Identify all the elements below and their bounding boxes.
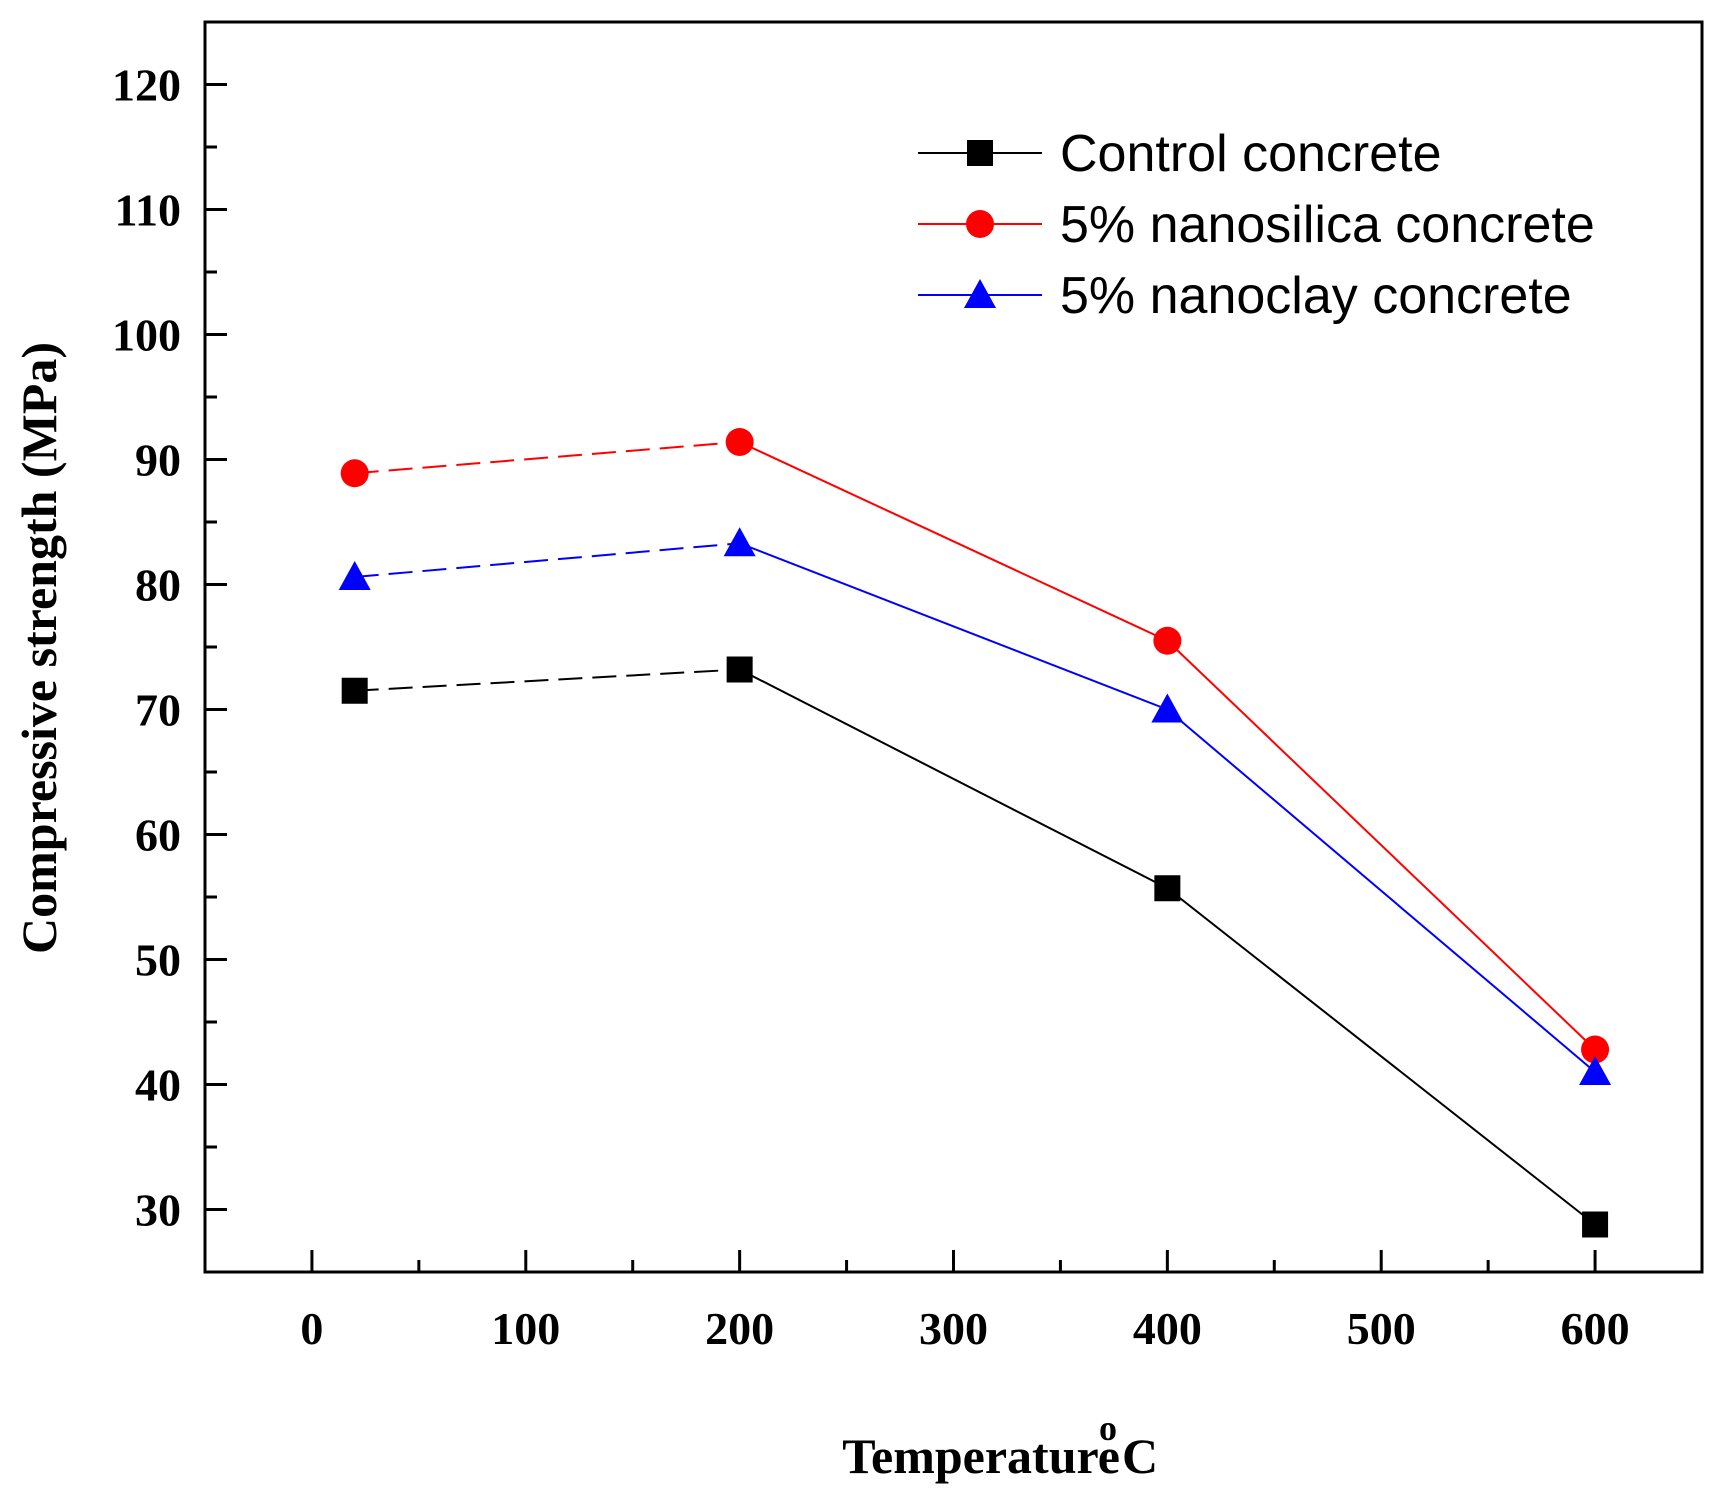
data-point <box>1153 626 1182 655</box>
data-point <box>1154 875 1181 902</box>
legend-label: 5% nanosilica concrete <box>1060 196 1595 254</box>
legend-label: Control concrete <box>1060 125 1442 183</box>
y-tick-label: 50 <box>135 935 181 986</box>
y-tick-label: 80 <box>135 560 181 611</box>
series-2 <box>340 428 1610 1064</box>
y-tick-label: 40 <box>135 1060 181 1111</box>
x-tick-label: 0 <box>300 1303 323 1354</box>
series-line-segment <box>354 441 740 475</box>
legend-item: 5% nanosilica concrete <box>918 196 1595 254</box>
data-point <box>726 656 753 683</box>
legend-item: 5% nanoclay concrete <box>918 267 1572 325</box>
legend-label: 5% nanoclay concrete <box>1060 267 1572 325</box>
data-point <box>725 428 754 456</box>
series-line-segment <box>1166 887 1596 1226</box>
data-point <box>340 459 369 488</box>
x-tick-label: 400 <box>1133 1303 1202 1354</box>
y-tick-label: 60 <box>135 810 181 861</box>
data-point <box>723 527 756 557</box>
data-point <box>1581 1035 1610 1064</box>
x-axis-title: Temperature <box>842 1428 1120 1484</box>
y-tick-label: 90 <box>135 435 181 486</box>
y-tick-label: 110 <box>115 185 181 236</box>
series-3 <box>338 527 1612 1085</box>
x-tick-label: 600 <box>1561 1303 1630 1354</box>
y-tick-label: 70 <box>135 685 181 736</box>
y-axis: 30 40 50 60 70 80 90 100 110 120 <box>112 60 227 1236</box>
x-tick-label: 100 <box>491 1303 560 1354</box>
x-tick-label: 200 <box>705 1303 774 1354</box>
x-axis: 0 100 200 300 400 500 600 <box>300 1250 1630 1354</box>
series-line-segment <box>354 668 740 692</box>
x-axis-title-degree: o <box>1099 1408 1117 1448</box>
data-point <box>1579 1056 1612 1085</box>
series-line-segment <box>354 542 740 578</box>
y-tick-label: 30 <box>135 1185 181 1236</box>
data-point <box>1151 693 1184 723</box>
x-tick-label: 300 <box>919 1303 988 1354</box>
legend-marker <box>964 279 996 308</box>
series-layer <box>338 428 1612 1238</box>
x-tick-label: 500 <box>1347 1303 1416 1354</box>
series-line-segment <box>1166 708 1596 1073</box>
legend-marker <box>966 210 994 238</box>
data-point <box>1582 1211 1609 1238</box>
x-axis-title-unit: C <box>1122 1428 1158 1484</box>
y-tick-label: 120 <box>112 60 181 111</box>
series-line-segment <box>739 542 1168 711</box>
data-point <box>341 677 368 704</box>
legend: Control concrete 5% nanosilica concrete 5%… <box>918 125 1595 325</box>
series-1 <box>341 656 1609 1238</box>
legend-marker <box>967 140 993 166</box>
series-line-segment <box>739 668 1168 890</box>
series-line-segment <box>739 441 1168 642</box>
y-tick-label: 100 <box>112 310 181 361</box>
data-point <box>338 561 371 590</box>
y-axis-title: Compressive strength (MPa) <box>11 342 67 954</box>
series-line-segment <box>1166 640 1596 1051</box>
legend-item: Control concrete <box>918 125 1442 183</box>
